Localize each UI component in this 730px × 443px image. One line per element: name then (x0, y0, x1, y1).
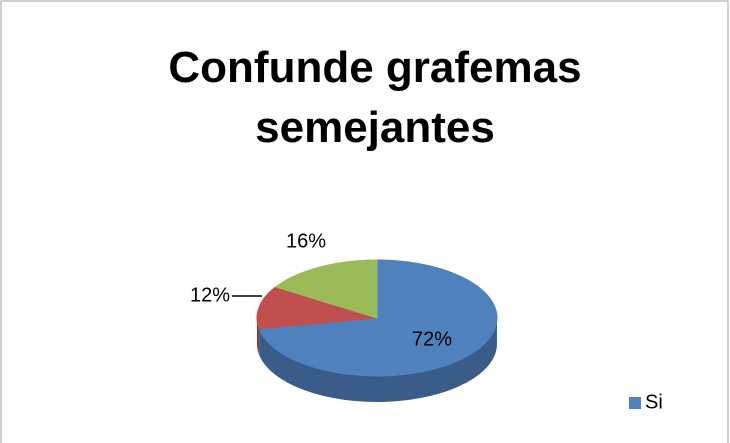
slice-side (259, 318, 497, 403)
pie-slice (258, 259, 498, 377)
data-label: 16% (286, 230, 326, 252)
legend-swatch (629, 397, 641, 409)
chart-title: Confunde grafemas semejantes (168, 43, 582, 152)
legend-label: Si (645, 391, 663, 413)
data-label: 72% (412, 328, 452, 350)
pie-slice (274, 259, 378, 319)
pie-slice (256, 286, 378, 330)
data-label: 12% (190, 284, 230, 306)
slice-side (257, 318, 260, 355)
